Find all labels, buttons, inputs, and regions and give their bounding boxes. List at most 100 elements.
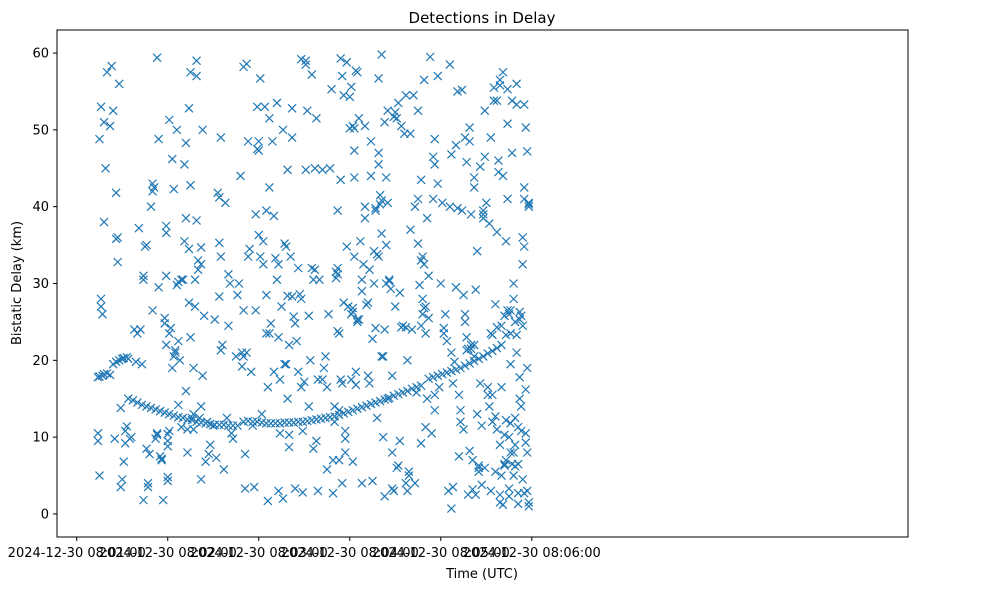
data-point (261, 290, 271, 300)
data-point (198, 371, 208, 381)
data-point (266, 319, 276, 328)
y-tick-label: 50 (32, 123, 49, 138)
data-point (380, 325, 390, 335)
data-point (377, 196, 387, 205)
data-point (413, 194, 423, 204)
data-point (459, 290, 468, 300)
data-point (512, 79, 522, 89)
data-point (351, 380, 361, 390)
data-point (366, 136, 376, 146)
data-point (378, 432, 388, 442)
data-point (404, 471, 414, 480)
data-point (322, 464, 332, 474)
data-point (105, 121, 115, 131)
data-point (522, 448, 532, 457)
data-point (283, 165, 292, 175)
data-point (521, 385, 531, 394)
data-point (498, 67, 508, 77)
data-point (274, 259, 283, 269)
data-point (460, 361, 470, 371)
data-point (424, 271, 434, 281)
data-point (512, 330, 522, 340)
data-point (145, 449, 154, 459)
data-point (281, 359, 291, 369)
data-point (220, 198, 230, 208)
data-point (227, 428, 236, 438)
data-point (240, 484, 250, 494)
data-point (515, 372, 525, 382)
data-point (466, 209, 476, 219)
data-point (176, 275, 186, 285)
data-point (355, 236, 365, 246)
data-point (418, 294, 428, 304)
data-point (184, 298, 194, 308)
data-point (96, 302, 106, 311)
data-point (484, 401, 494, 411)
data-point (421, 302, 431, 311)
data-point (522, 146, 532, 156)
data-point (465, 358, 475, 368)
data-point (301, 56, 311, 66)
data-point (136, 325, 145, 335)
data-point (478, 352, 488, 361)
data-point (521, 428, 531, 438)
data-point (374, 73, 384, 83)
data-point (126, 432, 136, 442)
data-point (119, 457, 129, 467)
data-point (446, 348, 456, 358)
data-point (167, 154, 177, 164)
data-point (189, 425, 198, 434)
data-point (337, 378, 347, 388)
data-point (242, 348, 252, 358)
data-point (340, 448, 350, 457)
data-point (105, 370, 115, 380)
data-point (483, 382, 493, 392)
data-point (425, 52, 435, 62)
data-point (348, 307, 358, 317)
data-point (524, 198, 534, 208)
data-point (433, 179, 443, 189)
data-point (117, 474, 127, 484)
data-point (272, 98, 282, 108)
data-point (216, 345, 226, 355)
data-point (349, 173, 359, 182)
data-point (263, 496, 273, 506)
data-point (381, 173, 391, 182)
data-point (290, 319, 300, 328)
data-point (401, 478, 411, 488)
data-point (506, 359, 515, 369)
data-point (522, 486, 532, 496)
data-point (504, 484, 514, 494)
data-point (99, 217, 109, 227)
data-point (495, 490, 505, 500)
data-point (234, 279, 244, 288)
data-point (204, 449, 214, 459)
data-point (101, 163, 110, 173)
y-tick-label: 20 (32, 354, 49, 369)
data-point (422, 213, 432, 223)
data-point (418, 252, 428, 262)
data-point (402, 355, 412, 365)
data-point (349, 146, 359, 156)
data-point (214, 292, 224, 301)
data-point (284, 442, 294, 452)
data-point (380, 491, 390, 501)
data-point (139, 271, 148, 281)
data-point (205, 440, 215, 450)
data-point (236, 171, 245, 181)
data-point (407, 325, 417, 335)
data-point (192, 216, 201, 225)
y-axis-label: Bistatic Delay (km) (10, 221, 25, 345)
data-point (383, 394, 393, 404)
data-point (410, 202, 420, 212)
data-point (139, 275, 148, 285)
data-point (208, 421, 218, 431)
data-point (374, 148, 384, 158)
data-point (437, 198, 447, 208)
data-point (271, 253, 280, 263)
data-point (500, 461, 509, 470)
data-point (142, 240, 151, 250)
data-point (427, 428, 437, 438)
data-point (96, 294, 106, 304)
